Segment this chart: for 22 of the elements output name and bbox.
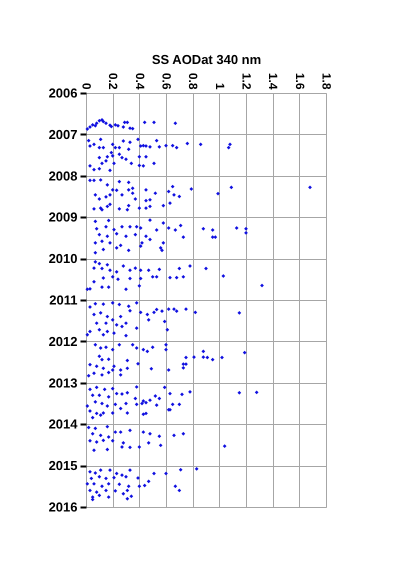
- x-tick-label: 1.6: [292, 72, 307, 90]
- x-tick-label: 0.6: [160, 72, 174, 90]
- y-tick-label: 2011: [49, 292, 78, 308]
- x-tick-label: 0.4: [132, 72, 147, 90]
- x-tick-label: 0.8: [186, 72, 200, 90]
- x-tick-label: 0.2: [106, 72, 120, 90]
- y-tick-label: 2008: [48, 168, 78, 184]
- y-tick-label: 2016: [48, 500, 78, 514]
- x-tick-label: 0: [80, 82, 94, 90]
- x-tick-label: 1.2: [240, 72, 254, 90]
- x-tick-label: 1.8: [320, 72, 334, 90]
- x-tick-label: 1.4: [266, 72, 280, 90]
- y-tick-label: 2010: [48, 251, 78, 266]
- x-tick-label: 1: [212, 82, 227, 90]
- y-tick-label: 2013: [48, 375, 78, 390]
- x-axis-title: SS AODat 340 nm: [152, 52, 262, 67]
- y-tick-label: 2006: [48, 86, 78, 100]
- y-tick-label: 2012: [48, 334, 78, 349]
- y-tick-label: 2015: [48, 458, 78, 474]
- y-tick-label: 2007: [48, 126, 78, 142]
- y-tick-label: 2014: [48, 416, 78, 432]
- y-tick-label: 2009: [48, 210, 78, 225]
